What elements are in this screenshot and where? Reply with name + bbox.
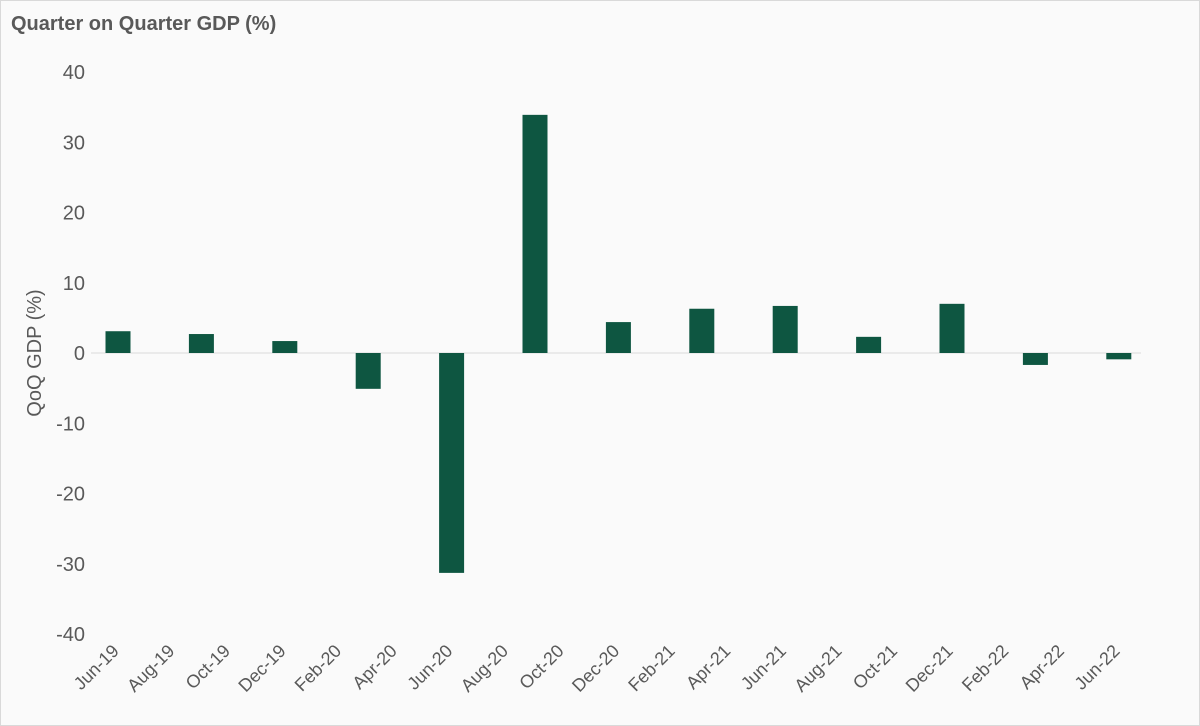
x-tick-label: Oct-20 [515, 641, 567, 693]
bar-Dec-20 [605, 322, 631, 353]
bar-Jun-21 [772, 305, 798, 353]
x-tick-label: Apr-21 [682, 641, 734, 693]
x-tick-label: Aug-19 [123, 641, 178, 696]
chart-title: Quarter on Quarter GDP (%) [11, 13, 277, 35]
y-tick-label: 40 [63, 62, 85, 84]
y-tick-label: 30 [63, 132, 85, 154]
y-tick-label: -40 [56, 624, 85, 646]
bar-Mar-21 [689, 308, 715, 353]
y-tick-label: -30 [56, 554, 85, 576]
x-tick-label: Aug-21 [790, 641, 845, 696]
x-tick-label: Feb-20 [291, 641, 345, 695]
x-tick-label: Dec-19 [234, 641, 289, 696]
y-tick-label: 20 [63, 203, 85, 225]
y-tick-label: 0 [74, 343, 85, 365]
y-tick-label: 10 [63, 273, 85, 295]
bar-Sep-20 [522, 114, 548, 353]
y-tick-label: -10 [56, 413, 85, 435]
x-tick-label: Jun-19 [70, 641, 123, 694]
x-tick-label: Dec-21 [902, 641, 957, 696]
x-tick-label: Feb-21 [624, 641, 678, 695]
bar-Sep-19 [188, 334, 214, 353]
x-tick-label: Jun-20 [403, 641, 456, 694]
bar-Mar-20 [355, 353, 381, 389]
x-tick-label: Aug-20 [457, 641, 512, 696]
x-tick-label: Dec-20 [568, 641, 623, 696]
bar-Dec-19 [272, 341, 298, 353]
x-tick-label: Apr-20 [348, 641, 400, 693]
x-tick-label: Feb-22 [958, 641, 1012, 695]
y-axis-label: QoQ GDP (%) [24, 289, 46, 416]
x-tick-label: Oct-19 [182, 641, 234, 693]
bar-Jun-19 [105, 331, 131, 353]
x-tick-label: Jun-21 [737, 641, 790, 694]
x-tick-label: Apr-22 [1016, 641, 1068, 693]
bar-Jun-22 [1106, 353, 1132, 360]
y-tick-label: -20 [56, 484, 85, 506]
bar-Dec-21 [939, 303, 965, 353]
bar-Jun-20 [439, 353, 465, 573]
x-tick-label: Jun-22 [1071, 641, 1124, 694]
bar-Mar-22 [1022, 353, 1048, 365]
x-tick-label: Oct-21 [849, 641, 901, 693]
bar-Sep-21 [856, 336, 882, 353]
